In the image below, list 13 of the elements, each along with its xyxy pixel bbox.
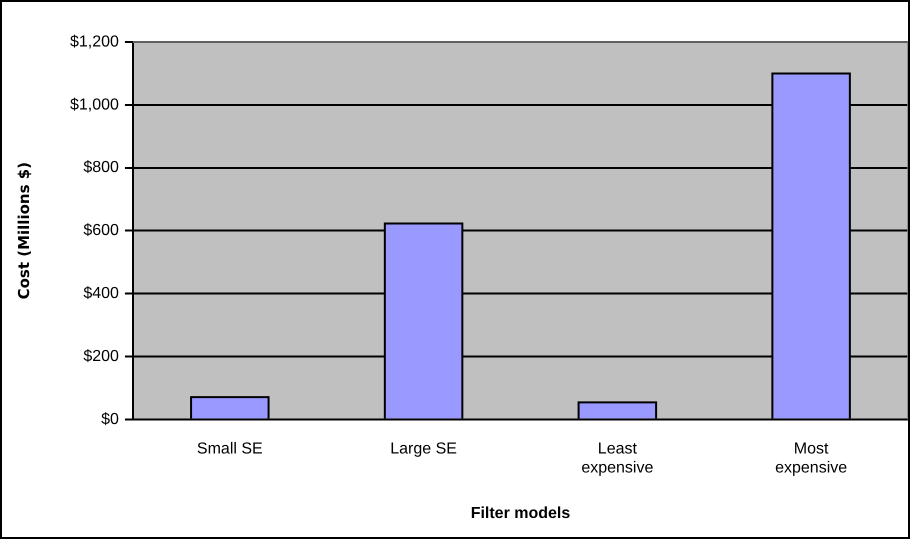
y-tick-label: $1,000 <box>70 96 120 114</box>
y-tick-label: $200 <box>83 348 120 365</box>
x-axis-title: Filter models <box>470 504 570 522</box>
x-tick-label: Large SE <box>390 440 457 458</box>
y-tick-label: $400 <box>83 285 120 302</box>
x-tick-label: Most expensive <box>775 440 848 477</box>
y-tick-label: $1,200 <box>70 33 120 50</box>
x-tick-label: Small SE <box>196 440 263 458</box>
y-tick-label: $0 <box>101 410 120 428</box>
y-tick-label: $600 <box>83 222 120 240</box>
x-tick-label: Least expensive <box>581 440 654 477</box>
y-tick-label: $800 <box>83 159 120 176</box>
y-axis-title: Cost (Millions $) <box>14 162 33 300</box>
